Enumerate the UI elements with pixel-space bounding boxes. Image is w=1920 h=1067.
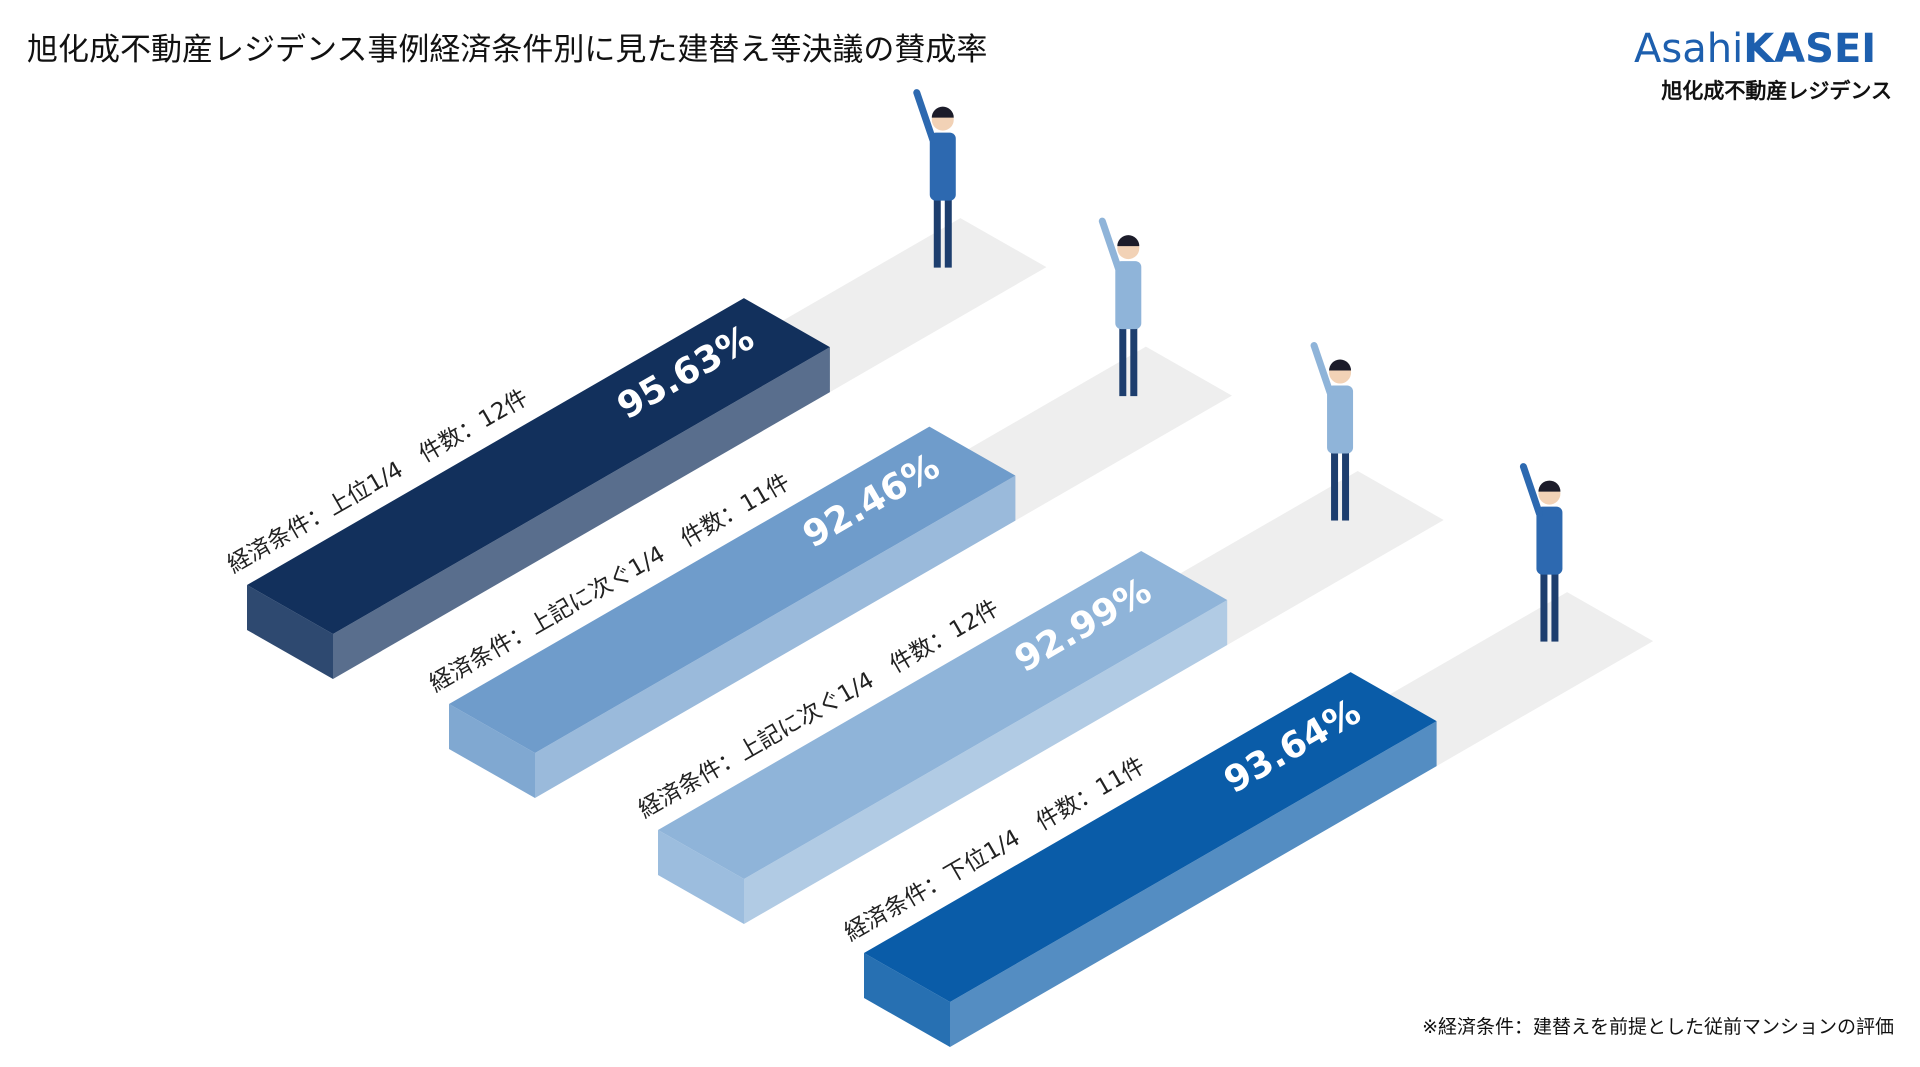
person-body bbox=[1115, 261, 1142, 330]
person-leg bbox=[1540, 571, 1548, 642]
bar-end bbox=[658, 830, 744, 924]
person bbox=[913, 89, 956, 268]
logo-brand: AsahiKASEI bbox=[1634, 26, 1876, 72]
person-body bbox=[1536, 506, 1563, 575]
person bbox=[1098, 217, 1142, 397]
bar bbox=[864, 672, 1437, 1047]
person-leg bbox=[1331, 450, 1339, 521]
person-leg bbox=[1119, 326, 1127, 397]
person bbox=[1310, 342, 1354, 521]
person-arm bbox=[1098, 217, 1122, 272]
bar-side bbox=[744, 600, 1228, 924]
bar-end bbox=[449, 704, 535, 798]
person-hair bbox=[1329, 359, 1352, 371]
bar-top bbox=[449, 426, 1016, 753]
bar bbox=[449, 426, 1016, 798]
logo-brand-light: Asahi bbox=[1634, 26, 1743, 72]
chart-title: 旭化成不動産レジデンス事例経済条件別に見た建替え等決議の賛成率 bbox=[27, 32, 987, 68]
bar-top bbox=[658, 551, 1228, 879]
bar bbox=[247, 298, 830, 679]
person-body bbox=[929, 132, 956, 201]
logo-company: 旭化成不動産レジデンス bbox=[1660, 79, 1892, 103]
bar-top bbox=[247, 298, 830, 634]
bar bbox=[658, 551, 1228, 924]
person-leg bbox=[1130, 326, 1138, 397]
footnote: ※経済条件：建替えを前提とした従前マンションの評価 bbox=[1422, 1016, 1894, 1038]
person-arm bbox=[913, 89, 937, 144]
person bbox=[1519, 463, 1563, 642]
person-hair bbox=[1538, 480, 1561, 492]
person-leg bbox=[1342, 450, 1350, 521]
bar-side bbox=[535, 475, 1016, 798]
logo-brand-bold: KASEI bbox=[1743, 26, 1876, 72]
person-leg bbox=[933, 197, 941, 268]
person-body bbox=[1327, 385, 1354, 454]
person-arm bbox=[1310, 342, 1334, 397]
person-hair bbox=[1117, 235, 1140, 247]
bar-side bbox=[950, 721, 1437, 1047]
person-arm bbox=[1519, 463, 1543, 518]
bar-side bbox=[333, 347, 830, 679]
bar-end bbox=[864, 953, 950, 1047]
person-leg bbox=[944, 197, 952, 268]
bar-end bbox=[247, 585, 333, 679]
bar-top bbox=[864, 672, 1437, 1002]
person-hair bbox=[931, 106, 954, 118]
person-leg bbox=[1551, 571, 1559, 642]
